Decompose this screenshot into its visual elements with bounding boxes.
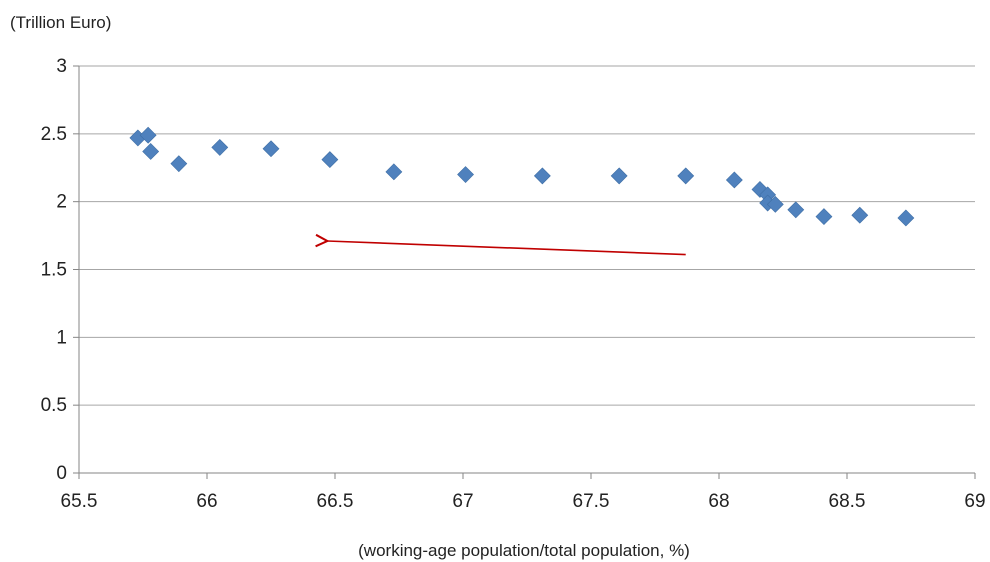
data-point [211,138,229,156]
x-axis-label: (working-age population/total population… [358,541,690,560]
annotations [327,241,686,256]
data-point [142,143,160,160]
y-tick-label: 2.5 [41,124,67,145]
y-tick-label: 2 [56,192,67,213]
y-tick-label: 0 [56,463,67,484]
x-tick-label: 69 [964,491,985,512]
y-tick-labels: 0 0.5 1 1.5 2 2.5 3 [41,56,67,484]
y-tick-label: 3 [56,56,67,77]
data-point [897,209,915,227]
y-tick-label: 1.5 [41,260,67,281]
y-tick-label: 1 [56,327,67,348]
x-tick-label: 67 [452,491,473,512]
data-point [851,206,869,224]
gridlines [79,65,975,406]
data-point [139,126,157,144]
data-point [677,167,695,185]
x-tick-label: 65.5 [61,491,98,512]
data-point [725,171,743,189]
axes [73,65,976,479]
x-tick-label: 67.5 [573,491,610,512]
x-tick-label: 66.5 [317,491,354,512]
data-point [457,166,474,183]
trend-arrow [327,241,686,256]
data-point [321,151,339,169]
data-points [129,126,915,227]
data-point [533,167,551,185]
x-tick-label: 68 [708,491,729,512]
data-point [610,167,628,185]
data-point [766,195,784,213]
data-point [262,140,280,158]
data-point [815,208,833,226]
data-point [787,201,805,219]
data-point [170,155,188,173]
x-tick-labels: 65.5 66 66.5 67 67.5 68 68.5 69 [61,491,986,512]
y-tick-label: 0.5 [41,395,67,416]
x-tick-label: 68.5 [829,491,866,512]
y-axis-label: (Trillion Euro) [10,13,111,32]
data-point [385,163,403,181]
x-tick-label: 66 [196,491,217,512]
